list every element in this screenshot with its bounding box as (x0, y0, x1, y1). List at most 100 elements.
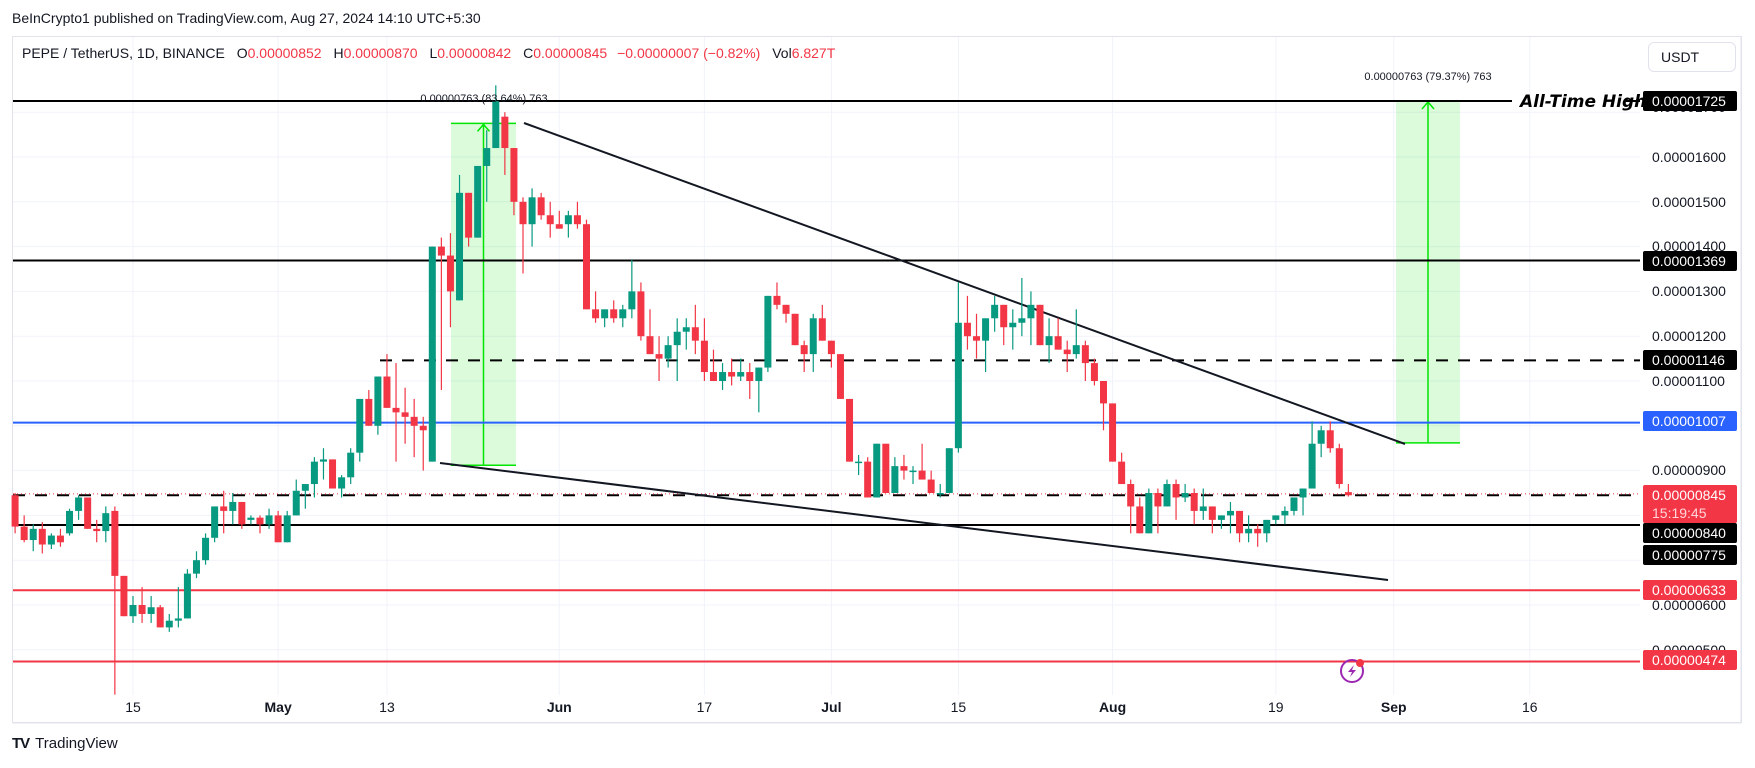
price-tick: 0.00001500 (1652, 194, 1726, 210)
candle (401, 387, 409, 444)
candle (474, 165, 482, 238)
candle (628, 260, 636, 319)
candle (211, 506, 219, 543)
candle (256, 515, 264, 534)
candle (319, 448, 327, 480)
candle (1127, 479, 1135, 534)
candle (510, 148, 518, 216)
price-badge (1643, 580, 1737, 600)
lightning-icon (1340, 659, 1364, 683)
candle (1217, 515, 1225, 529)
price-tick: 0.00001100 (1652, 373, 1725, 389)
candle (673, 318, 681, 381)
candle (927, 470, 935, 493)
candle (419, 416, 427, 471)
price-badge (1643, 485, 1737, 523)
candle (428, 246, 436, 462)
candle (963, 295, 971, 350)
candle (1072, 309, 1080, 359)
svg-text:0.00001007: 0.00001007 (1652, 413, 1726, 429)
low-value: 0.00000842 (437, 45, 512, 61)
candle (519, 197, 527, 274)
volume-value: 6.827T (791, 45, 836, 61)
time-axis: 15 May 13 Jun 17 Jul 15 Aug 19 Sep 16 (13, 699, 1741, 724)
candle (465, 192, 473, 247)
candle (1145, 488, 1153, 534)
candle (719, 363, 727, 390)
candle (1009, 309, 1017, 350)
candle (29, 524, 37, 552)
currency-button[interactable]: USDT (1648, 42, 1736, 72)
time-tick: 19 (1268, 699, 1284, 715)
svg-text:0.00001725: 0.00001725 (1652, 93, 1726, 109)
candle (1272, 515, 1280, 525)
candle (846, 398, 854, 462)
price-badge (1643, 523, 1737, 543)
candle (437, 237, 445, 390)
candle (356, 398, 364, 462)
candle (836, 354, 844, 399)
candle (991, 295, 999, 332)
range-right-label: 0.00000763 (79.37%) 763 (1364, 71, 1491, 83)
candle (764, 295, 772, 373)
candle (1290, 497, 1298, 516)
candle (111, 506, 119, 695)
time-tick: Sep (1381, 699, 1407, 715)
time-tick: 16 (1522, 699, 1538, 715)
candle (238, 501, 246, 529)
candle (728, 358, 736, 386)
candle (954, 282, 962, 453)
candle (782, 304, 790, 323)
candle (945, 448, 953, 493)
grid-lines (13, 37, 1640, 695)
candle (93, 519, 101, 543)
candle (147, 596, 155, 623)
candle (1054, 318, 1062, 350)
candle (11, 493, 19, 534)
candle (528, 188, 536, 247)
candle (646, 309, 654, 355)
candle (501, 112, 509, 175)
svg-text:0.00000845: 0.00000845 (1652, 487, 1726, 503)
candle (183, 569, 191, 619)
candle (1281, 506, 1289, 525)
svg-text:0.00001369: 0.00001369 (1652, 253, 1726, 269)
candle (1226, 501, 1234, 534)
candle (773, 282, 781, 310)
candle (1136, 497, 1144, 534)
svg-text:0.00000633: 0.00000633 (1652, 582, 1726, 598)
symbol-name[interactable]: PEPE / TetherUS, 1D, BINANCE (22, 45, 225, 61)
brand-name: TradingView (35, 735, 118, 752)
wedge-trendlines (439, 122, 1406, 581)
range-left-label: 0.00000763 (83.64%) 763 (420, 93, 547, 105)
close-value: 0.00000845 (533, 45, 608, 61)
time-tick: Jun (547, 699, 572, 715)
candle (800, 340, 808, 373)
price-tick: 0.00000600 (1652, 597, 1726, 613)
candle (1172, 479, 1180, 520)
candle (791, 313, 799, 346)
candle (174, 587, 182, 628)
candle (873, 443, 881, 498)
price-tick: 0.00000900 (1652, 462, 1726, 478)
candle (156, 605, 164, 628)
high-value: 0.00000870 (343, 45, 418, 61)
candle (329, 459, 337, 489)
tradingview-logo-icon: TV (12, 735, 30, 752)
candle (882, 443, 890, 493)
candle (456, 174, 464, 301)
svg-text:0.00000840: 0.00000840 (1652, 525, 1726, 541)
candle (84, 497, 92, 529)
price-badge (1643, 650, 1737, 670)
price-axis: 0.000017000.000016000.000015000.00001400… (1643, 37, 1742, 723)
price-badge (1643, 350, 1737, 370)
candle (1263, 519, 1271, 543)
candle (755, 367, 763, 413)
tradingview-footer: TV TradingView (12, 735, 118, 752)
candle (202, 533, 210, 565)
svg-text:0.00000474: 0.00000474 (1652, 652, 1726, 668)
candle (338, 475, 346, 498)
candle (546, 201, 554, 238)
candle (619, 304, 627, 328)
